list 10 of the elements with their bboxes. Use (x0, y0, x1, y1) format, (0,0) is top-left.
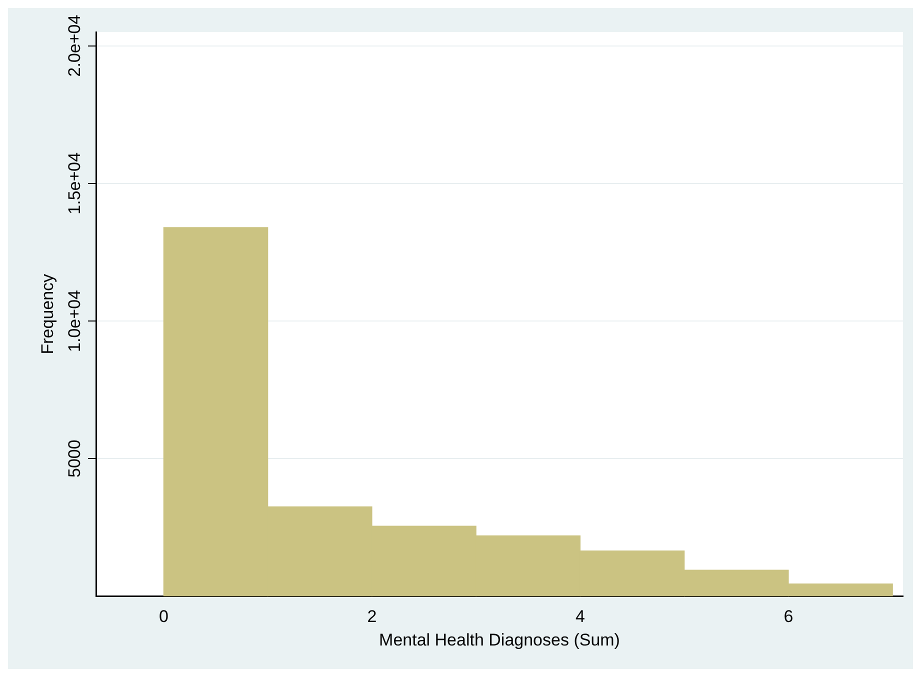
x-tick-label: 0 (158, 607, 168, 626)
y-tick-label: 5000 (65, 440, 84, 478)
y-tick-label: 1.0e+04 (65, 290, 84, 352)
x-tick-label: 6 (784, 607, 794, 626)
y-tick-label: 1.5e+04 (65, 152, 84, 214)
x-tick-label: 4 (575, 607, 585, 626)
x-tick-label: 2 (367, 607, 377, 626)
y-axis-title: Frequency (38, 273, 57, 354)
y-tick-label: 2.0e+04 (65, 14, 84, 77)
x-axis-title: Mental Health Diagnoses (Sum) (379, 630, 620, 650)
